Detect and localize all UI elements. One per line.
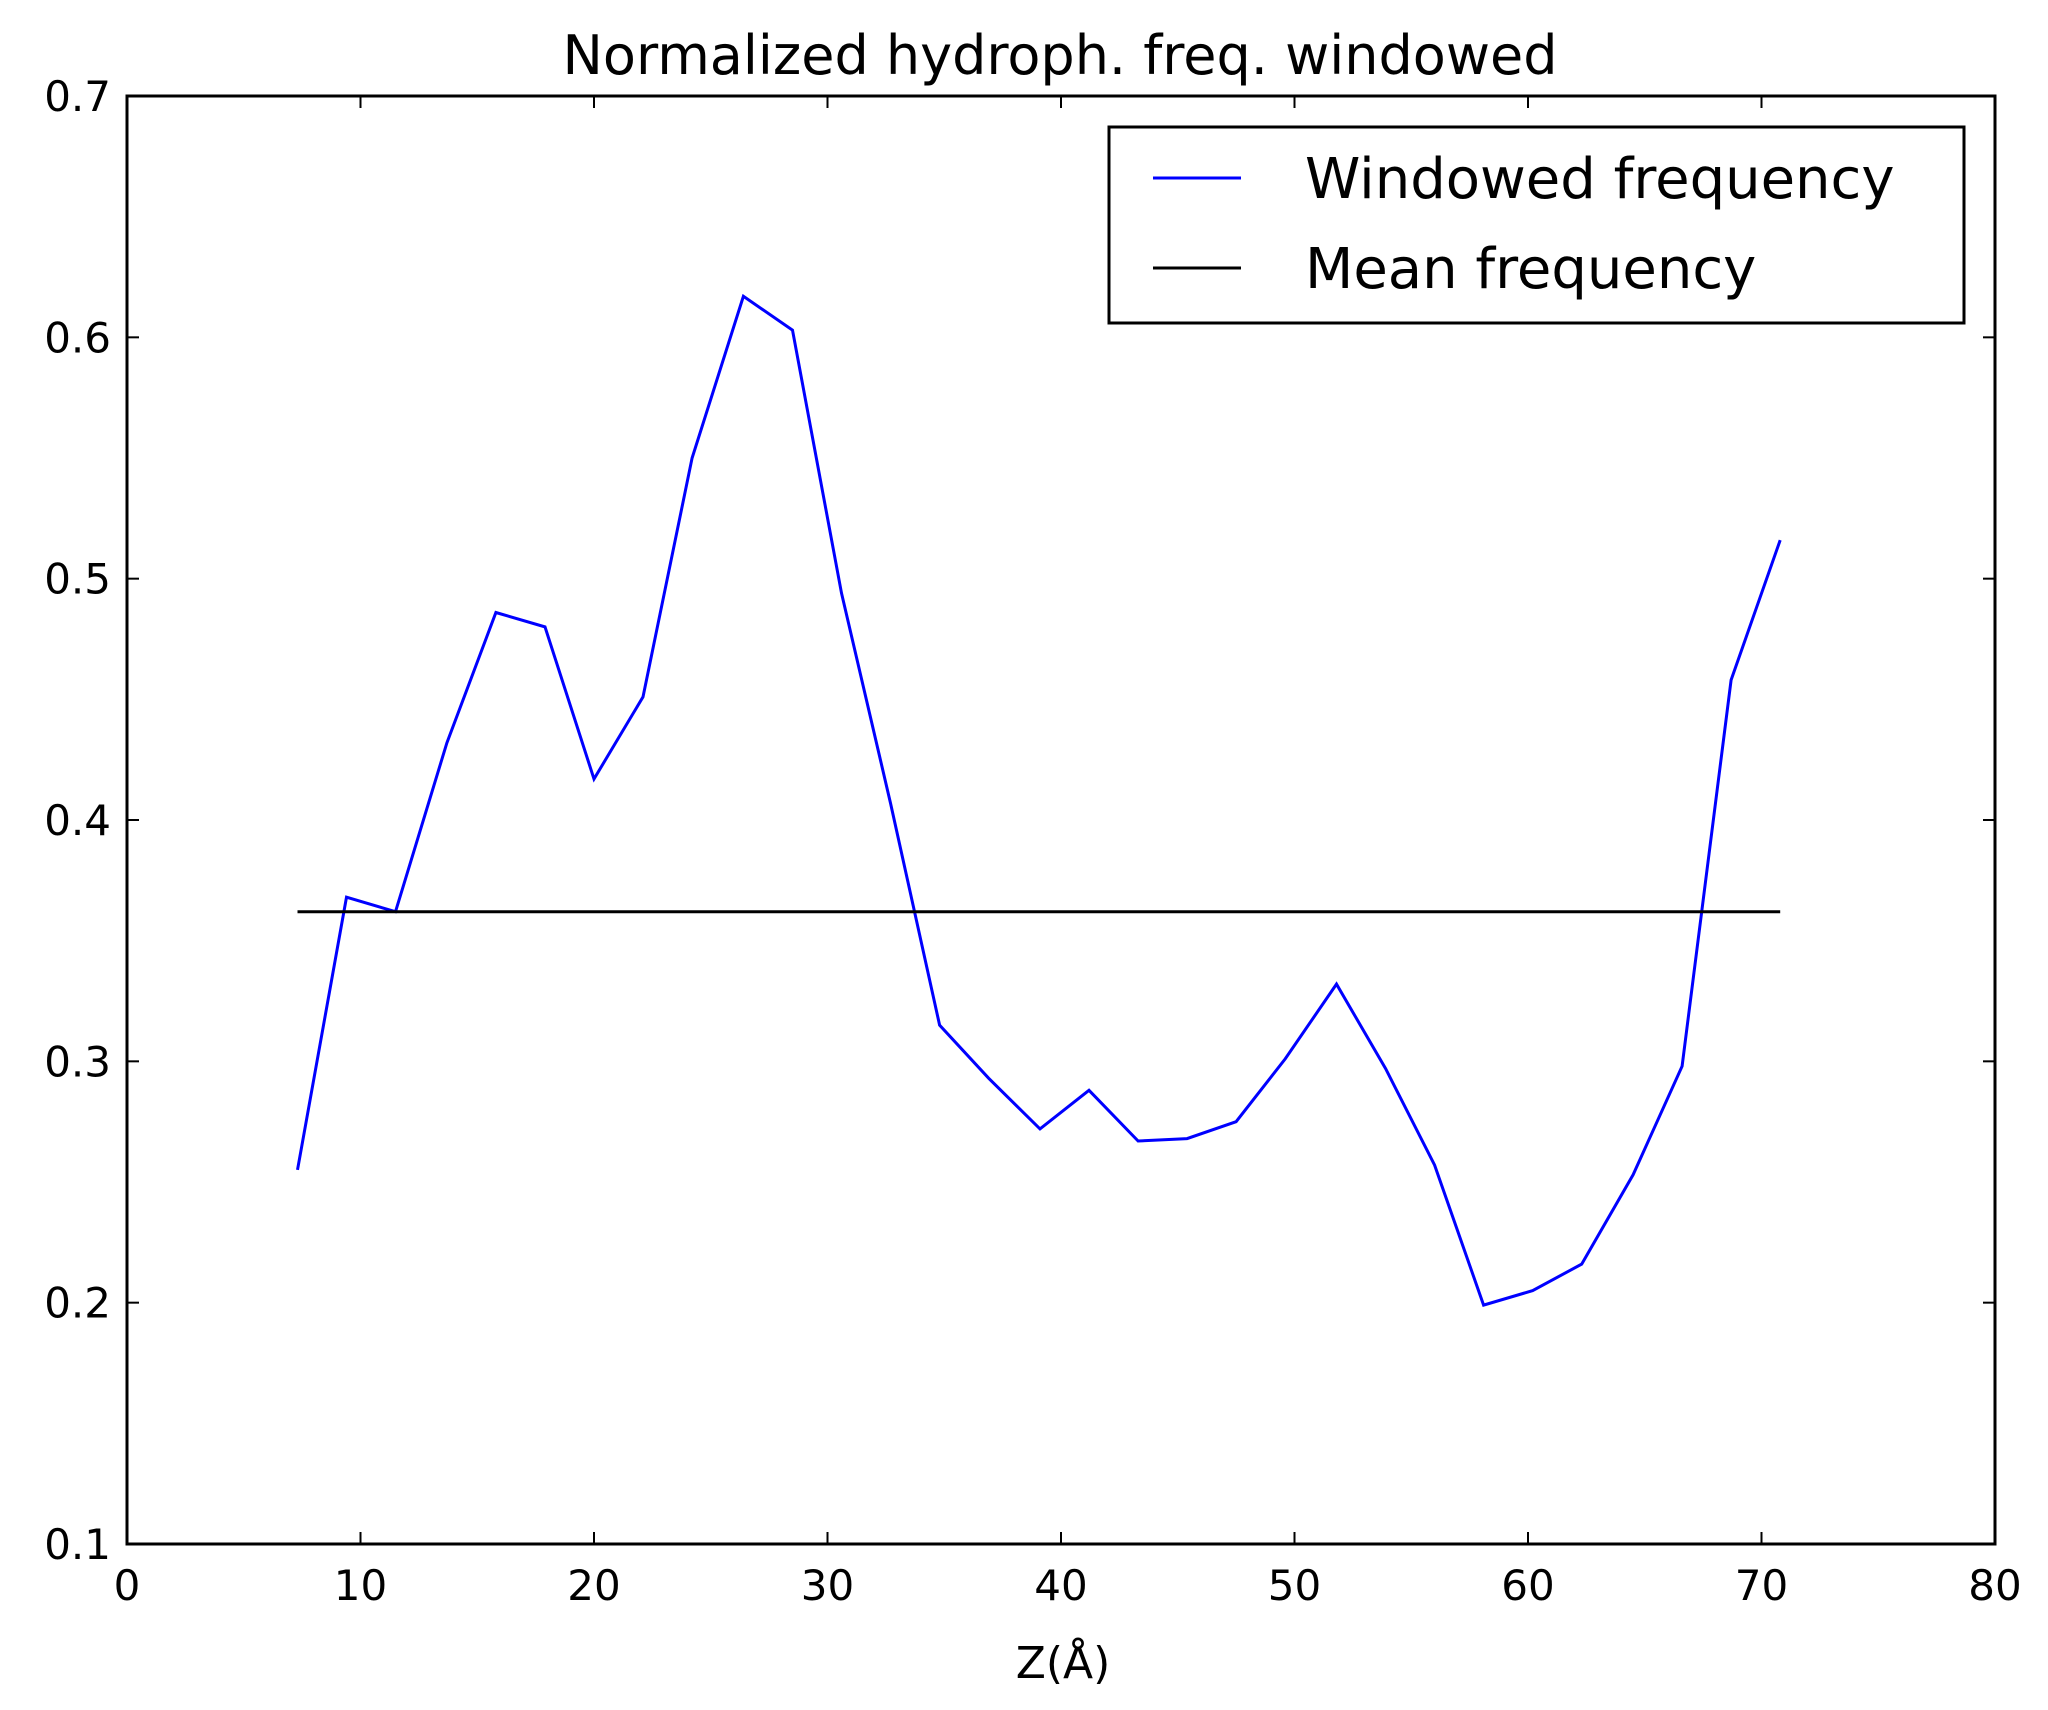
x-tick-label: 80: [1968, 1561, 2021, 1610]
axis-ticks: [126, 95, 1996, 1545]
x-tick-label: 10: [334, 1561, 387, 1610]
plot-area: [296, 293, 1782, 1307]
x-axis-label: Z(Å): [1016, 1636, 1111, 1689]
axis-tick-labels: 0 10 20 30 40 50 60 70 80 0.1 0.2 0.3 0.4 0.5 0.6 0.7: [44, 72, 2022, 1610]
x-tick-label: 40: [1034, 1561, 1087, 1610]
x-tick-label: 60: [1501, 1561, 1554, 1610]
y-tick-label: 0.1: [44, 1520, 111, 1569]
legend-box: [1107, 125, 1966, 325]
y-tick-label: 0.6: [44, 313, 111, 362]
y-tick-label: 0.4: [44, 796, 111, 845]
y-tick-label: 0.5: [44, 555, 111, 604]
chart-title: Normalized hydroph. freq. windowed: [563, 24, 1558, 87]
legend-label-0: Windowed frequency: [1305, 147, 1894, 212]
series-line-0: [296, 293, 1782, 1307]
legend: Windowed frequency Mean frequency: [1107, 125, 1966, 325]
legend-label-1: Mean frequency: [1305, 237, 1756, 302]
x-tick-label: 70: [1735, 1561, 1788, 1610]
x-tick-label: 20: [567, 1561, 620, 1610]
y-tick-label: 0.3: [44, 1037, 111, 1086]
x-tick-label: 50: [1268, 1561, 1321, 1610]
y-tick-label: 0.7: [44, 72, 111, 121]
x-tick-label: 0: [114, 1561, 141, 1610]
x-tick-label: 30: [801, 1561, 854, 1610]
y-tick-label: 0.2: [44, 1279, 111, 1328]
